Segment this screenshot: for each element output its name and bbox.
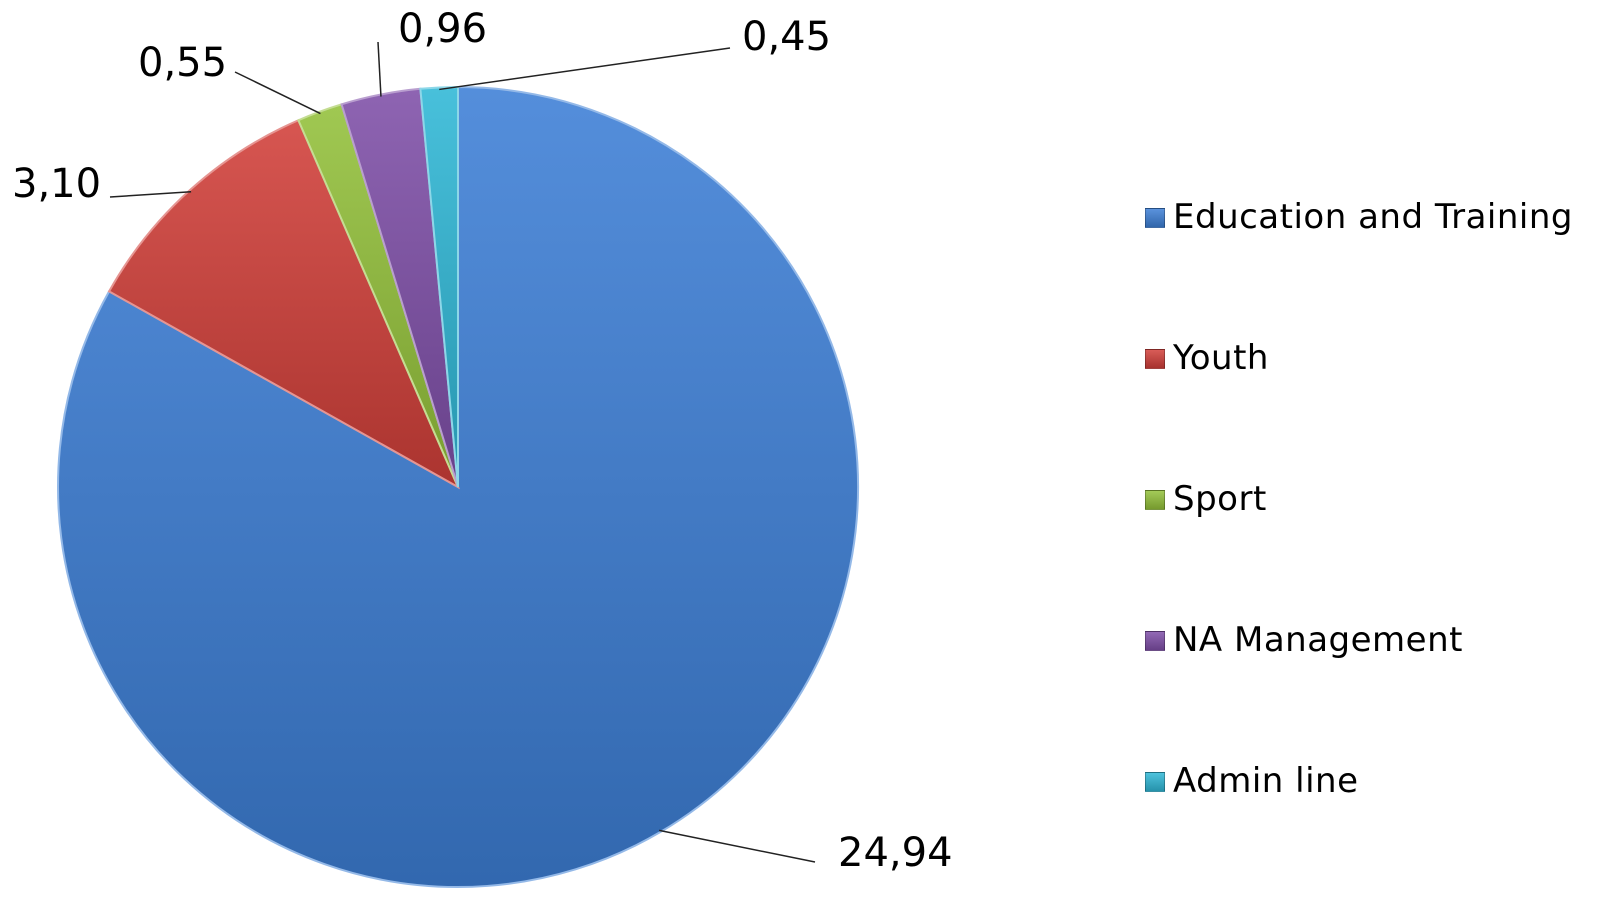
- legend-swatch-sport: [1145, 490, 1165, 510]
- legend-swatch-youth: [1145, 349, 1165, 369]
- legend-label-youth: Youth: [1173, 338, 1269, 378]
- leader-line-sport: [234, 71, 321, 115]
- legend-swatch-admin-line: [1145, 772, 1165, 792]
- data-labels: 24,94 3,10 0,55 0,96 0,45: [12, 6, 953, 876]
- legend: Education and Training Youth Sport NA Manag…: [1145, 195, 1595, 900]
- data-label-youth: 3,10: [12, 161, 101, 207]
- leader-line-education-and-training: [659, 829, 816, 863]
- leader-lines: [109, 41, 816, 863]
- legend-item-sport: Sport: [1145, 477, 1595, 618]
- legend-item-youth: Youth: [1145, 336, 1595, 477]
- data-label-sport: 0,55: [138, 40, 227, 86]
- legend-label-sport: Sport: [1173, 479, 1267, 519]
- leader-line-admin-line: [439, 47, 731, 91]
- legend-swatch-education-and-training: [1145, 208, 1165, 228]
- pie-slice-youth: [107, 118, 461, 490]
- legend-item-admin-line: Admin line: [1145, 759, 1595, 900]
- data-label-admin-line: 0,45: [742, 14, 831, 60]
- legend-item-education-and-training: Education and Training: [1145, 195, 1595, 336]
- data-label-education-and-training: 24,94: [838, 830, 953, 876]
- data-label-na-management: 0,96: [398, 6, 487, 52]
- pie-slices: [57, 85, 859, 888]
- legend-label-na-management: NA Management: [1173, 620, 1463, 660]
- legend-swatch-na-management: [1145, 631, 1165, 651]
- legend-item-na-management: NA Management: [1145, 618, 1595, 759]
- legend-label-education-and-training: Education and Training: [1173, 197, 1574, 237]
- legend-label-admin-line: Admin line: [1173, 761, 1359, 801]
- leader-line-na-management: [377, 41, 382, 97]
- leader-line-youth: [109, 191, 192, 198]
